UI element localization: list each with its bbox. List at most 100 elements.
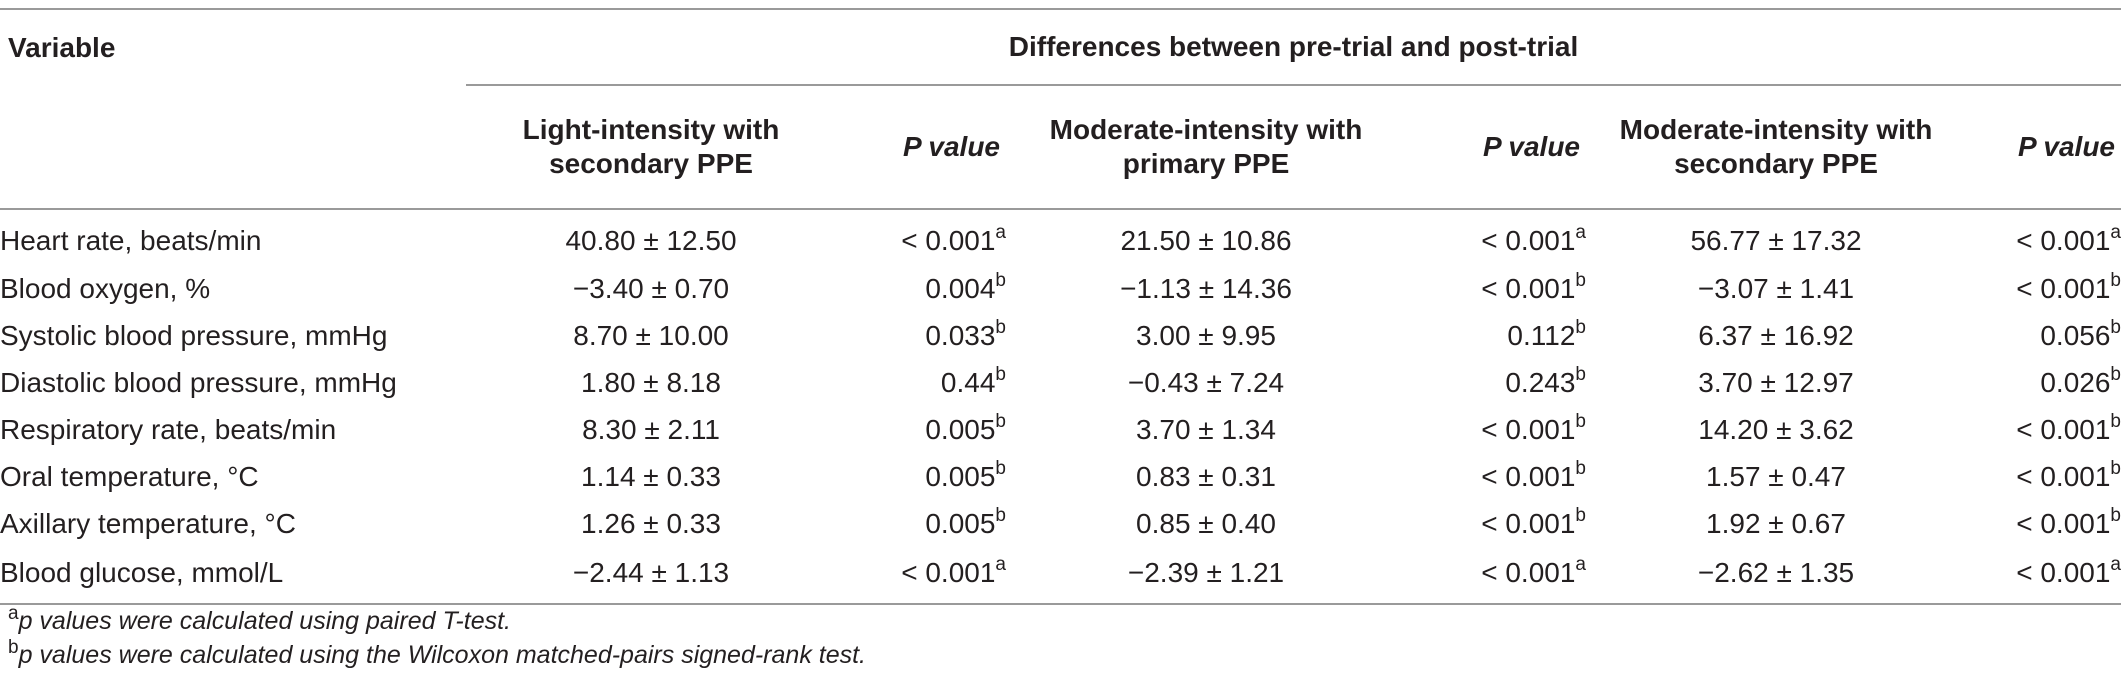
footnote-marker: b bbox=[995, 457, 1006, 479]
footnote-marker: b bbox=[8, 637, 19, 658]
variable-cell: Heart rate, beats/min bbox=[0, 208, 466, 265]
difference-value-cell: 21.50 ± 10.86 bbox=[1006, 208, 1406, 265]
p-value-text: < 0.001 bbox=[2016, 460, 2111, 492]
table-body: Heart rate, beats/min 40.80 ± 12.50 < 0.00… bbox=[0, 208, 2121, 605]
difference-value-cell: 3.00 ± 9.95 bbox=[1136, 319, 1276, 351]
footnote-line: bp values were calculated using the Wilc… bbox=[8, 638, 866, 672]
p-value-cell: < 0.001b bbox=[1966, 406, 2121, 453]
difference-value-cell: 1.92 ± 0.67 bbox=[1706, 507, 1846, 539]
footnote-marker: b bbox=[2110, 269, 2121, 291]
p-value-text: < 0.001 bbox=[2016, 413, 2111, 445]
p-value-cell: 0.033b bbox=[836, 312, 1006, 359]
pvalue-header-text: P value bbox=[1482, 131, 1580, 162]
blank-header-cell bbox=[0, 85, 466, 209]
table-row: Systolic blood pressure, mmHg 8.70 ± 10.0… bbox=[0, 312, 2121, 359]
table-row: Respiratory rate, beats/min 8.30 ± 2.11 0.… bbox=[0, 406, 2121, 453]
p-value-text: < 0.001 bbox=[1481, 557, 1576, 588]
difference-value-cell: 1.26 ± 0.33 bbox=[581, 507, 721, 539]
difference-value-cell: 56.77 ± 17.32 bbox=[1586, 208, 1966, 265]
p-value-text: 0.112 bbox=[1507, 319, 1576, 351]
results-table: Variable Differences between pre-trial a… bbox=[0, 8, 2121, 605]
footnote-marker: a bbox=[995, 221, 1006, 243]
p-value-text: 0.44 bbox=[940, 366, 996, 398]
p-value-text: < 0.001 bbox=[2016, 272, 2111, 304]
footnote-marker: b bbox=[995, 410, 1006, 432]
header-row-2: Light-intensity with secondary PPE P val… bbox=[0, 84, 2121, 209]
table-row: Diastolic blood pressure, mmHg 1.80 ± 8.1… bbox=[0, 359, 2121, 406]
difference-value-cell: −0.43 ± 7.24 bbox=[1127, 366, 1285, 398]
p-value-text: < 0.001 bbox=[1481, 460, 1576, 492]
footnote-marker: a bbox=[2110, 221, 2121, 243]
footnotes: ap values were calculated using paired T… bbox=[8, 604, 866, 672]
footnote-marker: b bbox=[995, 316, 1006, 338]
group-header-line2: secondary PPE bbox=[1674, 148, 1878, 179]
footnote-text: p values were calculated using paired T-… bbox=[18, 607, 511, 635]
p-value-cell: < 0.001b bbox=[1406, 406, 1586, 453]
p-value-cell: < 0.001b bbox=[1966, 265, 2121, 312]
difference-value-cell: 3.70 ± 1.34 bbox=[1136, 413, 1276, 445]
variable-header: Variable bbox=[0, 8, 466, 85]
difference-value-cell: −2.39 ± 1.21 bbox=[1006, 547, 1406, 605]
variable-cell: Axillary temperature, °C bbox=[0, 507, 296, 539]
footnote-marker: b bbox=[995, 269, 1006, 291]
p-value-text: < 0.001 bbox=[1481, 224, 1576, 256]
footnote-marker: b bbox=[1575, 410, 1586, 432]
p-value-text: < 0.001 bbox=[2016, 224, 2111, 256]
difference-value-cell: 8.70 ± 10.00 bbox=[573, 319, 729, 351]
table-row: Blood oxygen, % −3.40 ± 0.70 0.004b −1.13 ±… bbox=[0, 265, 2121, 312]
header-row-1: Variable Differences between pre-trial a… bbox=[0, 8, 2121, 85]
footnote-marker: b bbox=[2110, 363, 2121, 385]
table-row: Oral temperature, °C 1.14 ± 0.33 0.005b 0.8… bbox=[0, 453, 2121, 500]
variable-cell: Blood glucose, mmol/L bbox=[0, 547, 466, 605]
p-value-text: 0.004 bbox=[925, 272, 996, 304]
p-value-cell: 0.056b bbox=[1966, 312, 2121, 359]
p-value-text: < 0.001 bbox=[2016, 507, 2111, 539]
p-value-cell: < 0.001a bbox=[1406, 208, 1586, 265]
p-value-cell: < 0.001a bbox=[836, 547, 1006, 605]
p-value-cell: < 0.001b bbox=[1406, 453, 1586, 500]
difference-value-cell: 6.37 ± 16.92 bbox=[1698, 319, 1854, 351]
footnote-marker: b bbox=[2110, 504, 2121, 526]
p-value-cell: 0.005b bbox=[836, 406, 1006, 453]
comparison-span-header: Differences between pre-trial and post-t… bbox=[466, 8, 2121, 85]
footnote-marker: b bbox=[1575, 457, 1586, 479]
pvalue-header: P value bbox=[836, 84, 1006, 209]
group-header-light-secondary: Light-intensity with secondary PPE bbox=[466, 84, 836, 209]
difference-value-cell: 8.30 ± 2.11 bbox=[582, 413, 720, 445]
p-value-text: 0.243 bbox=[1505, 366, 1576, 398]
p-value-cell: 0.44b bbox=[836, 359, 1006, 406]
variable-cell: Oral temperature, °C bbox=[0, 460, 259, 492]
table-row: Axillary temperature, °C 1.26 ± 0.33 0.005… bbox=[0, 500, 2121, 547]
group-header-line1: Light-intensity with bbox=[522, 114, 780, 145]
p-value-text: < 0.001 bbox=[2016, 557, 2111, 588]
p-value-cell: < 0.001a bbox=[836, 208, 1006, 265]
p-value-text: < 0.001 bbox=[1481, 507, 1576, 539]
p-value-cell: < 0.001b bbox=[1406, 500, 1586, 547]
footnote-marker: b bbox=[1575, 504, 1586, 526]
difference-value-cell: 40.80 ± 12.50 bbox=[466, 208, 836, 265]
p-value-text: 0.005 bbox=[925, 507, 996, 539]
group-header-line1: Moderate-intensity with bbox=[1619, 114, 1933, 145]
difference-value-cell: 0.83 ± 0.31 bbox=[1136, 460, 1276, 492]
p-value-cell: < 0.001a bbox=[1966, 547, 2121, 605]
difference-value-cell: −2.44 ± 1.13 bbox=[466, 547, 836, 605]
footnote-marker: b bbox=[2110, 410, 2121, 432]
difference-value-cell: −1.13 ± 14.36 bbox=[1120, 272, 1292, 304]
footnote-marker: b bbox=[995, 363, 1006, 385]
difference-value-cell: 0.85 ± 0.40 bbox=[1136, 507, 1276, 539]
p-value-cell: 0.026b bbox=[1966, 359, 2121, 406]
footnote-marker: a bbox=[995, 554, 1006, 575]
footnote-marker: a bbox=[1575, 221, 1586, 243]
variable-cell: Blood oxygen, % bbox=[0, 272, 211, 304]
p-value-text: 0.005 bbox=[925, 413, 996, 445]
difference-value-cell: 1.80 ± 8.18 bbox=[581, 366, 721, 398]
p-value-cell: 0.005b bbox=[836, 500, 1006, 547]
p-value-cell: < 0.001a bbox=[1406, 547, 1586, 605]
difference-value-cell: −2.62 ± 1.35 bbox=[1586, 547, 1966, 605]
footnote-marker: a bbox=[2110, 554, 2121, 575]
p-value-cell: 0.112b bbox=[1406, 312, 1586, 359]
footnote-marker: a bbox=[8, 603, 19, 624]
group-header-moderate-primary: Moderate-intensity with primary PPE bbox=[1006, 84, 1406, 209]
p-value-text: 0.056 bbox=[2040, 319, 2111, 351]
